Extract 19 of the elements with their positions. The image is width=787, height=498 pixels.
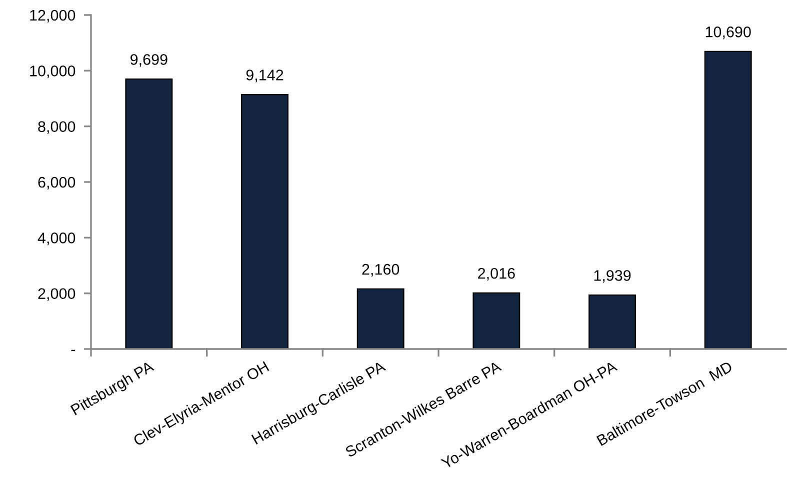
data-label: 2,016 [478, 268, 515, 281]
y-tick-label: - [71, 350, 76, 352]
bar [588, 294, 636, 349]
bar [704, 50, 752, 349]
y-tick-label: 2,000 [38, 288, 76, 301]
bar [472, 292, 520, 349]
bar [241, 94, 288, 349]
data-label: 9,699 [130, 54, 168, 67]
bar [125, 78, 173, 349]
y-tick-label: 10,000 [30, 66, 76, 78]
y-tick-label: 12,000 [30, 10, 76, 22]
data-label: 1,939 [594, 270, 631, 283]
data-label: 10,690 [706, 26, 751, 40]
data-label: 9,142 [246, 70, 284, 82]
data-label: 2,160 [362, 264, 400, 277]
y-tick-label: 6,000 [38, 176, 76, 190]
bar [356, 288, 404, 349]
y-tick-label: 8,000 [38, 121, 76, 134]
y-tick-label: 4,000 [38, 232, 76, 246]
